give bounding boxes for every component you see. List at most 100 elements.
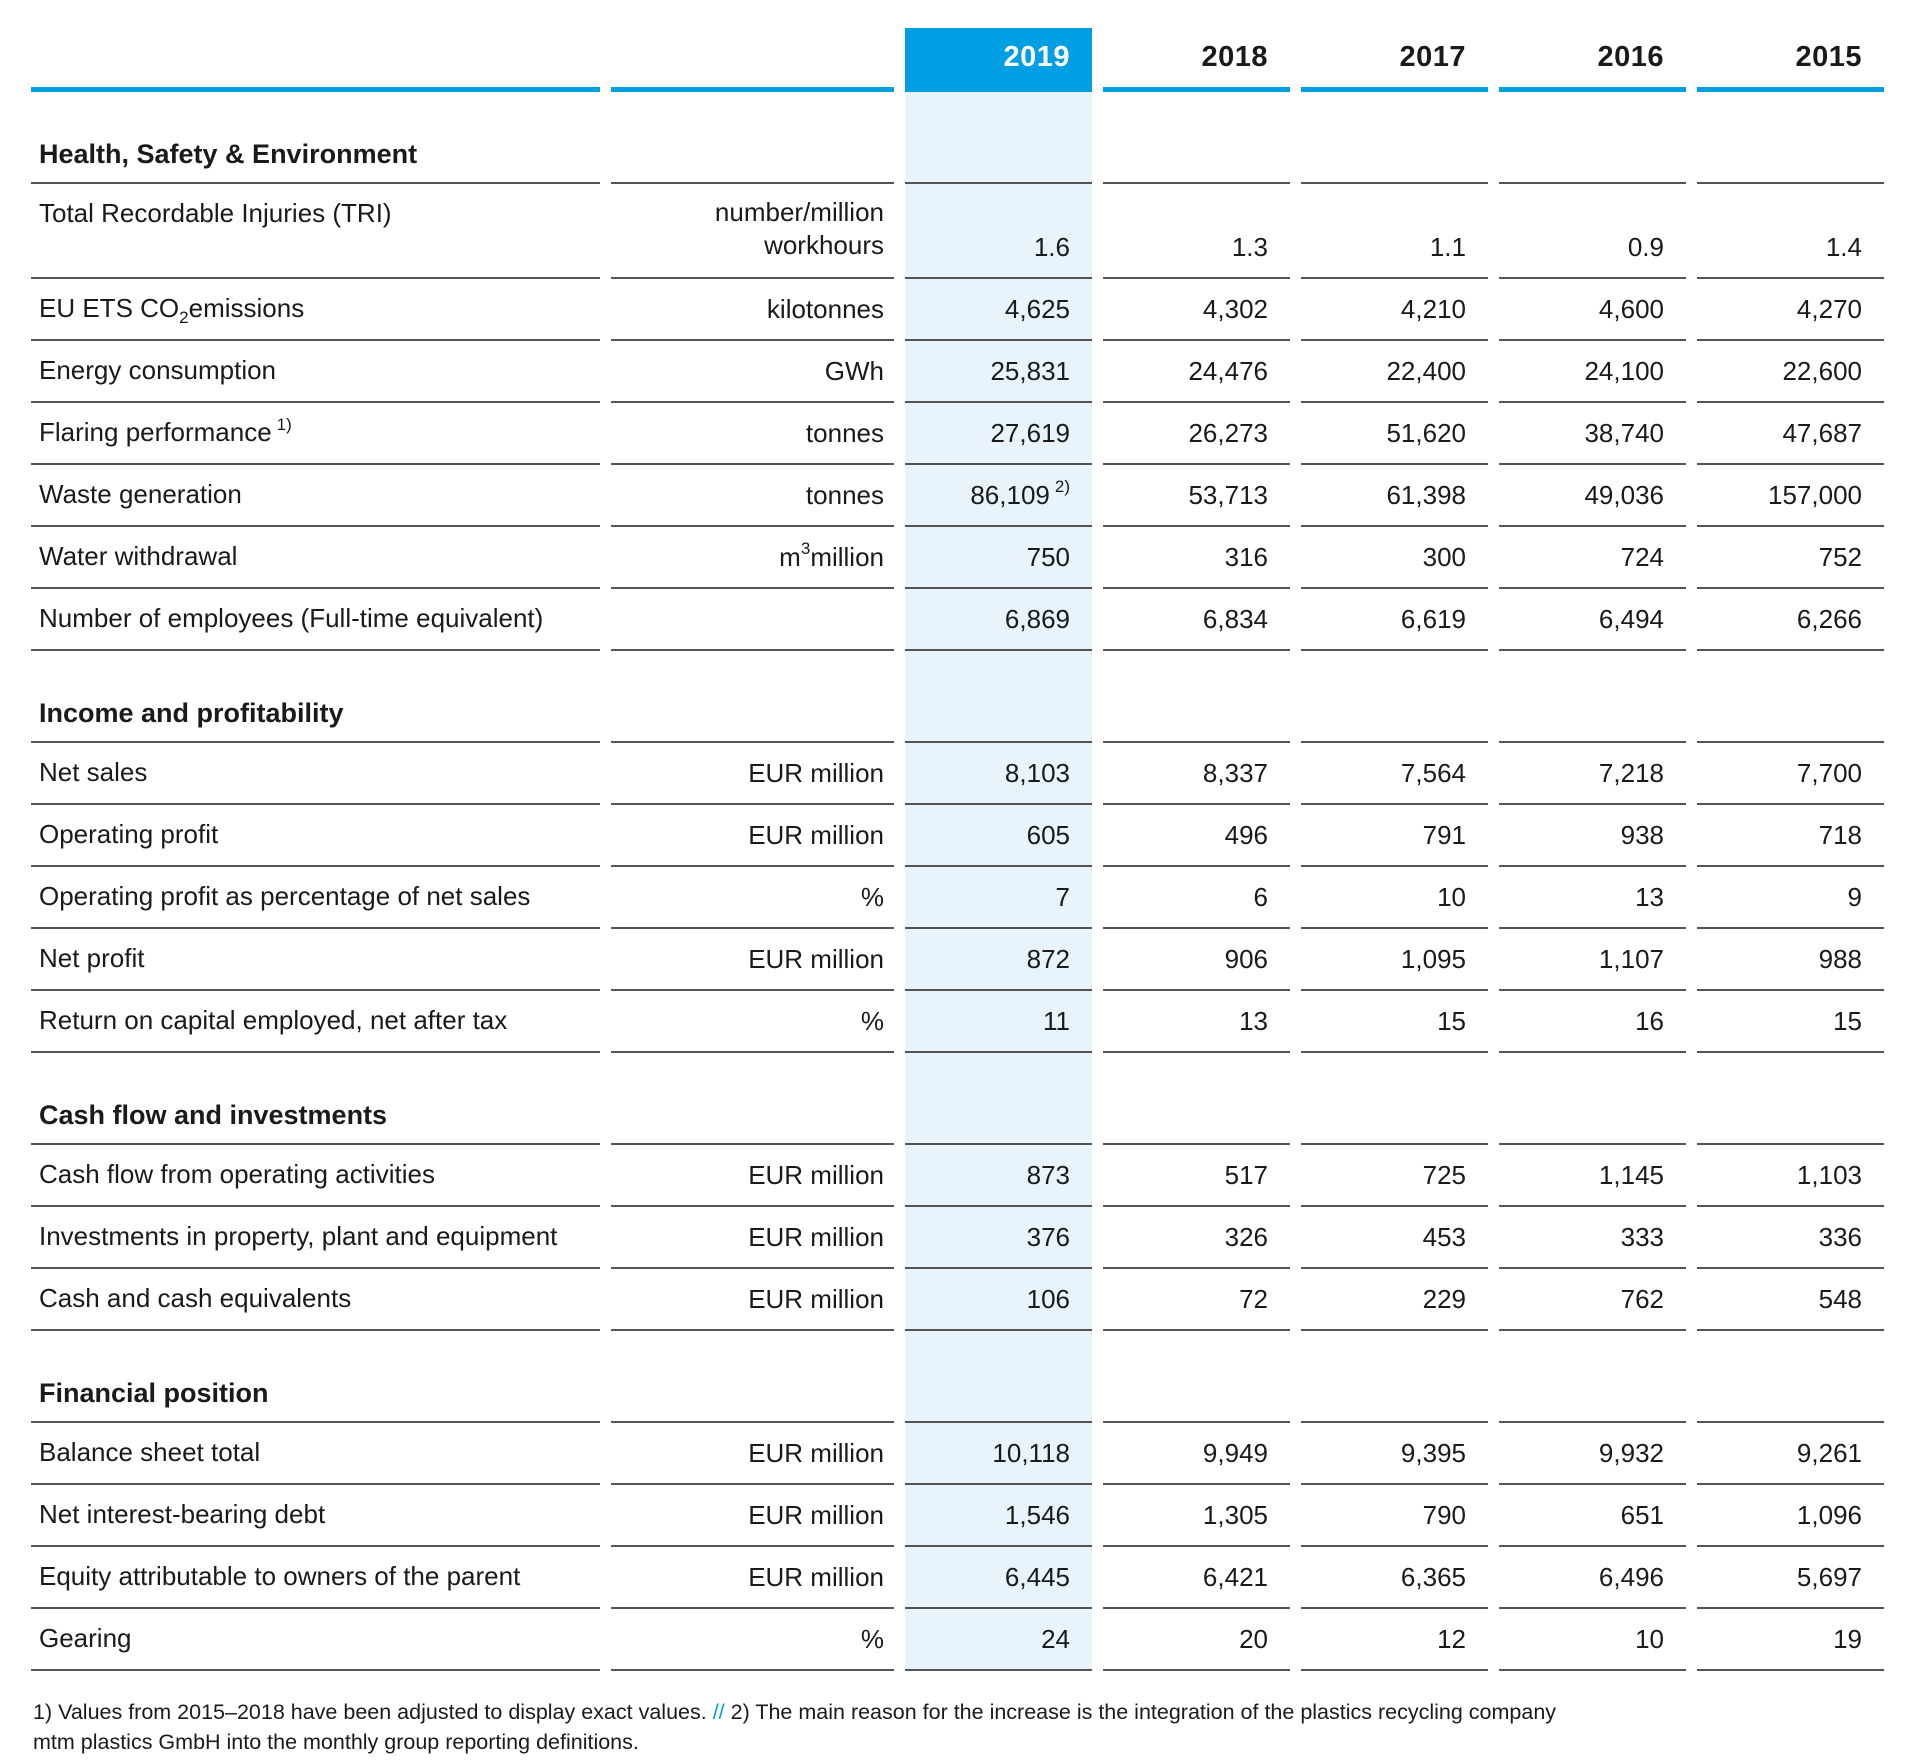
row-value-2019: 25,831 bbox=[905, 341, 1092, 403]
row-value-2015: 1,103 bbox=[1697, 1145, 1884, 1207]
row-label: Net sales bbox=[31, 743, 600, 805]
row-label: Total Recordable Injuries (TRI) bbox=[31, 184, 600, 279]
section-cell bbox=[1301, 92, 1488, 184]
row-value-2016: 1,107 bbox=[1499, 929, 1686, 991]
row-value-2016: 1,145 bbox=[1499, 1145, 1686, 1207]
row-unit: % bbox=[611, 867, 894, 929]
section-cell bbox=[1103, 1053, 1290, 1145]
row-unit: EUR million bbox=[611, 1207, 894, 1269]
row-label: Water withdrawal bbox=[31, 527, 600, 589]
row-value-2015: 718 bbox=[1697, 805, 1884, 867]
row-unit: EUR million bbox=[611, 1269, 894, 1331]
table-row-net-sales: Net sales EUR million 8,103 8,337 7,564 … bbox=[31, 743, 1884, 805]
row-label: Flaring performance 1) bbox=[31, 403, 600, 465]
row-value-2017: 1,095 bbox=[1301, 929, 1488, 991]
row-value-2018: 9,949 bbox=[1103, 1423, 1290, 1485]
row-unit: EUR million bbox=[611, 929, 894, 991]
footnote-marker-1: 1) bbox=[276, 414, 292, 434]
row-value-2019: 4,625 bbox=[905, 279, 1092, 341]
row-value-2017: 1.1 bbox=[1301, 184, 1488, 279]
row-label: Energy consumption bbox=[31, 341, 600, 403]
header-spacer-unit bbox=[611, 28, 894, 92]
row-value-2019: 24 bbox=[905, 1609, 1092, 1671]
row-label: Investments in property, plant and equip… bbox=[31, 1207, 600, 1269]
row-label: EU ETS CO 2 emissions bbox=[31, 279, 600, 341]
footnote-separator: // bbox=[712, 1700, 725, 1724]
section-cell bbox=[1301, 1053, 1488, 1145]
section-unit-cell bbox=[611, 651, 894, 743]
footnote-1-text: 1) Values from 2015–2018 have been adjus… bbox=[33, 1700, 707, 1724]
row-value-2018: 72 bbox=[1103, 1269, 1290, 1331]
section-unit-cell bbox=[611, 1331, 894, 1423]
row-label: Return on capital employed, net after ta… bbox=[31, 991, 600, 1053]
table-row-cash-equivalents: Cash and cash equivalents EUR million 10… bbox=[31, 1269, 1884, 1331]
row-value-2016: 0.9 bbox=[1499, 184, 1686, 279]
section-cell bbox=[1697, 1331, 1884, 1423]
table-row-operating-profit: Operating profit EUR million 605 496 791… bbox=[31, 805, 1884, 867]
row-value-2018: 316 bbox=[1103, 527, 1290, 589]
row-value-2019: 106 bbox=[905, 1269, 1092, 1331]
label-text: EU ETS CO bbox=[39, 293, 180, 324]
section-cell bbox=[1103, 1331, 1290, 1423]
row-value-2015: 6,266 bbox=[1697, 589, 1884, 651]
row-value-2017: 300 bbox=[1301, 527, 1488, 589]
row-value-2018: 53,713 bbox=[1103, 465, 1290, 527]
table-row-capex: Investments in property, plant and equip… bbox=[31, 1207, 1884, 1269]
section-unit-cell bbox=[611, 1053, 894, 1145]
row-value-2017: 7,564 bbox=[1301, 743, 1488, 805]
row-label: Net profit bbox=[31, 929, 600, 991]
section-cell bbox=[1103, 92, 1290, 184]
footnotes: 1) Values from 2015–2018 have been adjus… bbox=[31, 1671, 1576, 1757]
row-value-2019: 750 bbox=[905, 527, 1092, 589]
row-value-2019: 6,869 bbox=[905, 589, 1092, 651]
row-unit: tonnes bbox=[611, 403, 894, 465]
row-value-2017: 791 bbox=[1301, 805, 1488, 867]
section-cell bbox=[1499, 92, 1686, 184]
row-value-2017: 6,619 bbox=[1301, 589, 1488, 651]
section-highlight-cell bbox=[905, 92, 1092, 184]
table-row-flaring: Flaring performance 1) tonnes 27,619 26,2… bbox=[31, 403, 1884, 465]
year-header-2019: 2019 bbox=[905, 28, 1092, 92]
row-value-2019: 11 bbox=[905, 991, 1092, 1053]
row-value-2016: 38,740 bbox=[1499, 403, 1686, 465]
row-value-2018: 26,273 bbox=[1103, 403, 1290, 465]
table-row-cashflow-operating: Cash flow from operating activities EUR … bbox=[31, 1145, 1884, 1207]
row-value-2019: 873 bbox=[905, 1145, 1092, 1207]
section-title-cell: Financial position bbox=[31, 1331, 600, 1423]
section-cell bbox=[1499, 1331, 1686, 1423]
header-spacer-label bbox=[31, 28, 600, 92]
row-value-2019: 872 bbox=[905, 929, 1092, 991]
section-cell bbox=[1103, 651, 1290, 743]
row-value-2016: 7,218 bbox=[1499, 743, 1686, 805]
section-title-cell: Health, Safety & Environment bbox=[31, 92, 600, 184]
label-text-after: emissions bbox=[188, 293, 305, 324]
row-value-2016: 4,600 bbox=[1499, 279, 1686, 341]
section-cell bbox=[1499, 1053, 1686, 1145]
row-value-2016: 13 bbox=[1499, 867, 1686, 929]
row-value-2018: 24,476 bbox=[1103, 341, 1290, 403]
row-value-2016: 6,496 bbox=[1499, 1547, 1686, 1609]
section-cell bbox=[1499, 651, 1686, 743]
unit-line-1: number/million bbox=[714, 197, 884, 227]
row-label: Gearing bbox=[31, 1609, 600, 1671]
table-row-net-debt: Net interest-bearing debt EUR million 1,… bbox=[31, 1485, 1884, 1547]
table-row-waste: Waste generation tonnes 86,109 2) 53,713 … bbox=[31, 465, 1884, 527]
year-header-2018: 2018 bbox=[1103, 28, 1290, 92]
row-value-2019: 8,103 bbox=[905, 743, 1092, 805]
section-title-cell: Income and profitability bbox=[31, 651, 600, 743]
section-cell bbox=[1301, 1331, 1488, 1423]
row-value-2018: 1,305 bbox=[1103, 1485, 1290, 1547]
row-value-2018: 20 bbox=[1103, 1609, 1290, 1671]
row-unit: EUR million bbox=[611, 1547, 894, 1609]
row-label: Number of employees (Full-time equivalen… bbox=[31, 589, 600, 651]
row-unit: EUR million bbox=[611, 1485, 894, 1547]
row-value-2018: 13 bbox=[1103, 991, 1290, 1053]
row-value-2017: 61,398 bbox=[1301, 465, 1488, 527]
row-value-2018: 1.3 bbox=[1103, 184, 1290, 279]
section-title: Financial position bbox=[39, 1378, 269, 1408]
section-title: Health, Safety & Environment bbox=[39, 139, 418, 169]
row-value-2015: 47,687 bbox=[1697, 403, 1884, 465]
row-value-2017: 10 bbox=[1301, 867, 1488, 929]
